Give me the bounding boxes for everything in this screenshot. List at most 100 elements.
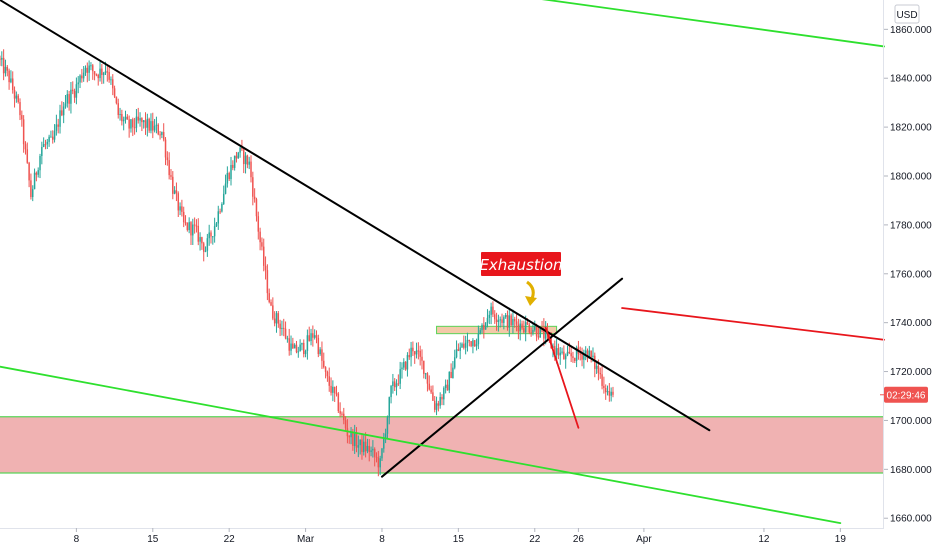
candle-body bbox=[606, 391, 609, 393]
candle-body bbox=[430, 389, 432, 393]
y-tick-label: 1680.000 bbox=[890, 465, 932, 476]
candle bbox=[137, 107, 139, 124]
candle bbox=[177, 191, 180, 217]
candle-body bbox=[37, 170, 39, 175]
candle-body bbox=[386, 417, 389, 434]
candle-body bbox=[597, 365, 600, 373]
candle bbox=[508, 307, 511, 337]
candle bbox=[213, 217, 216, 243]
candle bbox=[590, 350, 592, 363]
candle-body bbox=[155, 124, 158, 126]
candle bbox=[8, 68, 10, 90]
candle bbox=[443, 386, 445, 406]
candle bbox=[610, 387, 612, 402]
candle bbox=[264, 256, 267, 280]
candle-body bbox=[524, 322, 527, 333]
candle-body bbox=[437, 403, 440, 406]
candle bbox=[41, 141, 43, 165]
candle-body bbox=[204, 250, 207, 252]
candle-body bbox=[484, 322, 487, 330]
candle bbox=[504, 313, 507, 319]
candle bbox=[479, 327, 481, 335]
candle-body bbox=[70, 89, 72, 104]
candle-body bbox=[161, 132, 163, 135]
candle-body bbox=[252, 177, 254, 197]
candle-body bbox=[297, 351, 300, 353]
candle bbox=[24, 141, 27, 155]
candle-body bbox=[594, 355, 596, 369]
candle bbox=[142, 120, 145, 129]
candle-body bbox=[335, 393, 338, 395]
candle-body bbox=[475, 344, 478, 347]
candle-body bbox=[51, 136, 54, 140]
candle-body bbox=[272, 305, 274, 319]
candle bbox=[130, 119, 132, 133]
candle-body bbox=[319, 349, 321, 355]
candle bbox=[403, 358, 405, 370]
candle-body bbox=[233, 155, 236, 168]
candle-body bbox=[364, 441, 367, 452]
candle-body bbox=[584, 350, 587, 354]
candle bbox=[162, 123, 165, 142]
candle bbox=[33, 168, 36, 190]
candle-body bbox=[46, 141, 49, 145]
candle-body bbox=[455, 349, 458, 358]
candle-body bbox=[535, 326, 538, 337]
candle-body bbox=[390, 386, 392, 398]
candle-body bbox=[264, 265, 267, 271]
candle bbox=[461, 342, 463, 348]
candle-body bbox=[588, 350, 591, 359]
candle bbox=[364, 432, 367, 458]
candle-body bbox=[330, 385, 332, 393]
exhaustion-label-bg bbox=[481, 252, 561, 276]
candle-body bbox=[477, 333, 480, 345]
x-tick-label: Apr bbox=[636, 534, 652, 545]
candle bbox=[97, 73, 99, 86]
currency-badge[interactable]: USD bbox=[894, 4, 920, 24]
candle-body bbox=[77, 82, 79, 85]
candle-body bbox=[310, 333, 312, 341]
y-tick-label: 1840.000 bbox=[890, 74, 932, 85]
channel-green-line bbox=[541, 0, 885, 48]
candle-body bbox=[413, 351, 416, 355]
candle-body bbox=[108, 72, 110, 80]
candle bbox=[306, 329, 309, 360]
candle-body bbox=[404, 361, 407, 370]
candle bbox=[408, 348, 411, 360]
candle bbox=[466, 332, 469, 352]
candle-body bbox=[64, 103, 67, 107]
candle bbox=[92, 63, 94, 80]
candle-body bbox=[441, 397, 443, 400]
candle bbox=[93, 71, 96, 81]
candle bbox=[246, 154, 249, 169]
candle bbox=[86, 62, 89, 83]
candle-body bbox=[182, 211, 185, 223]
candle bbox=[532, 322, 534, 336]
candle-body bbox=[412, 347, 414, 352]
candle bbox=[212, 236, 214, 245]
candle-body bbox=[150, 121, 152, 131]
candle bbox=[286, 335, 289, 343]
price-axis: 1660.000 1680.000 1700.000 1720.000 1740.000… bbox=[883, 0, 932, 528]
candle bbox=[495, 312, 498, 331]
candle bbox=[281, 320, 283, 336]
candle-body bbox=[288, 338, 290, 351]
candle bbox=[603, 376, 605, 394]
candle-body bbox=[255, 199, 258, 217]
candle-body bbox=[304, 350, 307, 355]
candle bbox=[484, 322, 487, 330]
candle bbox=[159, 131, 161, 140]
candle-body bbox=[295, 344, 298, 353]
candle-body bbox=[572, 356, 574, 358]
candle bbox=[261, 237, 263, 251]
candle bbox=[606, 385, 609, 396]
candle bbox=[44, 139, 47, 150]
candle bbox=[61, 101, 63, 117]
candle bbox=[372, 440, 374, 458]
candle bbox=[510, 313, 512, 327]
candle bbox=[57, 118, 59, 134]
candle bbox=[379, 455, 381, 475]
x-tick-label: 8 bbox=[74, 534, 80, 545]
candle bbox=[386, 415, 389, 439]
candle-body bbox=[250, 161, 252, 178]
